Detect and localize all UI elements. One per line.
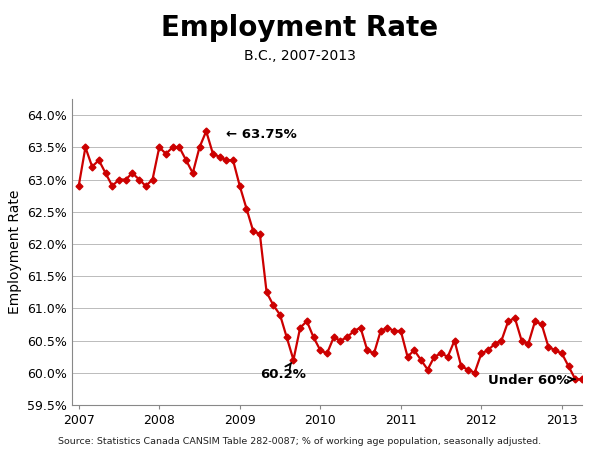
Text: Employment Rate: Employment Rate: [161, 14, 439, 41]
Text: Under 60%: Under 60%: [488, 374, 575, 387]
Text: Source: Statistics Canada CANSIM Table 282-0087; % of working age population, se: Source: Statistics Canada CANSIM Table 2…: [58, 436, 542, 446]
Y-axis label: Employment Rate: Employment Rate: [8, 190, 22, 314]
Text: B.C., 2007-2013: B.C., 2007-2013: [244, 50, 356, 63]
Text: 60.2%: 60.2%: [260, 363, 306, 381]
Text: ← 63.75%: ← 63.75%: [226, 128, 297, 141]
